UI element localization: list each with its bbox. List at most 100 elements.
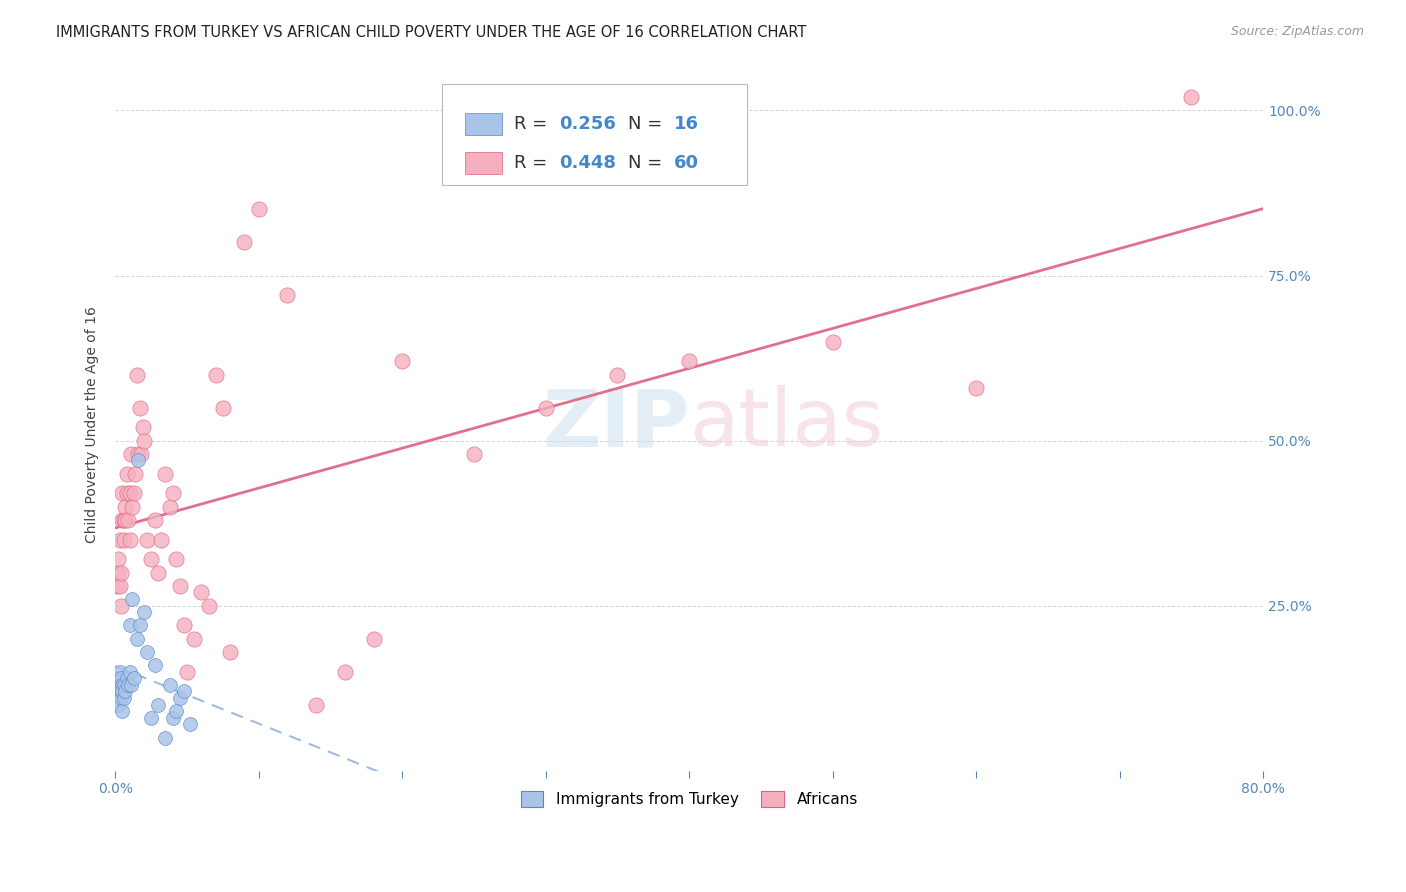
Point: [190, 585, 212, 599]
Point: [141, 711, 163, 725]
Point: [233, 235, 256, 250]
Point: [118, 665, 141, 679]
Point: [107, 566, 129, 580]
Point: [169, 691, 191, 706]
Point: [117, 513, 139, 527]
Point: [150, 533, 173, 547]
Text: N =: N =: [628, 153, 668, 171]
Point: [118, 486, 141, 500]
Point: [118, 533, 141, 547]
Point: [128, 401, 150, 415]
Point: [128, 618, 150, 632]
Point: [111, 513, 134, 527]
Point: [141, 552, 163, 566]
Point: [108, 533, 131, 547]
Point: [122, 671, 145, 685]
Point: [212, 401, 235, 415]
Point: [111, 678, 134, 692]
FancyBboxPatch shape: [443, 85, 747, 185]
Point: [131, 420, 153, 434]
Point: [115, 486, 138, 500]
Point: [606, 368, 628, 382]
Point: [120, 678, 142, 692]
Point: [118, 618, 141, 632]
Point: [463, 447, 485, 461]
Point: [162, 486, 184, 500]
Text: 0.448: 0.448: [560, 153, 616, 171]
Point: [145, 658, 167, 673]
Point: [112, 691, 135, 706]
Point: [117, 678, 139, 692]
Point: [159, 500, 181, 514]
Point: [135, 645, 157, 659]
Point: [107, 552, 129, 566]
Point: [165, 704, 187, 718]
Point: [173, 618, 195, 632]
Point: [125, 368, 148, 382]
Point: [105, 579, 128, 593]
Text: Source: ZipAtlas.com: Source: ZipAtlas.com: [1230, 25, 1364, 38]
Text: 16: 16: [675, 115, 699, 133]
Point: [165, 552, 187, 566]
Point: [363, 632, 385, 646]
Point: [110, 691, 132, 706]
Point: [122, 486, 145, 500]
Point: [145, 513, 167, 527]
Text: R =: R =: [513, 153, 553, 171]
Point: [111, 486, 134, 500]
Point: [1180, 90, 1202, 104]
Point: [132, 434, 155, 448]
Point: [111, 684, 134, 698]
Point: [112, 513, 135, 527]
Point: [107, 684, 129, 698]
Point: [114, 513, 136, 527]
Point: [111, 704, 134, 718]
Point: [120, 447, 142, 461]
FancyBboxPatch shape: [465, 152, 502, 174]
Point: [276, 288, 298, 302]
Point: [219, 645, 242, 659]
Point: [135, 533, 157, 547]
Point: [204, 368, 226, 382]
Point: [159, 678, 181, 692]
Point: [391, 354, 413, 368]
Point: [965, 381, 987, 395]
Point: [108, 579, 131, 593]
Text: atlas: atlas: [689, 385, 883, 463]
Point: [247, 202, 270, 217]
Text: IMMIGRANTS FROM TURKEY VS AFRICAN CHILD POVERTY UNDER THE AGE OF 16 CORRELATION : IMMIGRANTS FROM TURKEY VS AFRICAN CHILD …: [56, 25, 807, 40]
Text: ZIP: ZIP: [541, 385, 689, 463]
Point: [115, 467, 138, 481]
Point: [110, 566, 132, 580]
Text: N =: N =: [628, 115, 668, 133]
Point: [162, 711, 184, 725]
Point: [173, 684, 195, 698]
FancyBboxPatch shape: [465, 113, 502, 136]
Point: [155, 467, 177, 481]
Y-axis label: Child Poverty Under the Age of 16: Child Poverty Under the Age of 16: [86, 306, 100, 542]
Point: [197, 599, 219, 613]
Point: [127, 453, 149, 467]
Text: 0.256: 0.256: [560, 115, 616, 133]
Point: [121, 592, 143, 607]
Point: [179, 717, 201, 731]
Point: [678, 354, 700, 368]
Point: [110, 671, 132, 685]
Point: [169, 579, 191, 593]
Point: [132, 605, 155, 619]
Legend: Immigrants from Turkey, Africans: Immigrants from Turkey, Africans: [513, 784, 866, 815]
Point: [112, 533, 135, 547]
Point: [124, 467, 146, 481]
Point: [108, 665, 131, 679]
Point: [148, 698, 170, 712]
Point: [127, 447, 149, 461]
Point: [115, 671, 138, 685]
Point: [148, 566, 170, 580]
Point: [155, 731, 177, 745]
Point: [821, 334, 844, 349]
Point: [108, 684, 131, 698]
Point: [107, 698, 129, 712]
Text: R =: R =: [513, 115, 553, 133]
Point: [305, 698, 328, 712]
Point: [183, 632, 205, 646]
